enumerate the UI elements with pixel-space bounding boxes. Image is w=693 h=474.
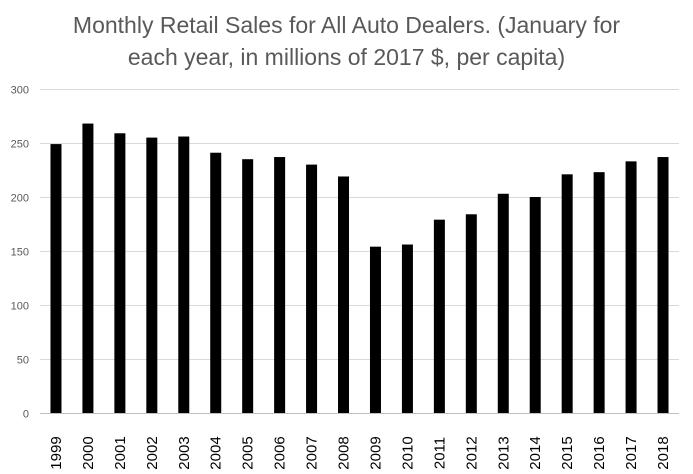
bar-2009	[369, 246, 381, 413]
y-tick-label: 50	[17, 355, 29, 367]
x-tick-label: 2012	[463, 436, 480, 469]
x-tick-label: 2005	[240, 436, 257, 469]
x-tick-label: 2004	[208, 436, 225, 469]
x-tick-label: 1999	[48, 436, 65, 469]
bar-2015	[561, 174, 573, 413]
x-tick-label: 2018	[655, 436, 672, 469]
bars	[50, 123, 669, 413]
y-tick-label: 0	[23, 409, 29, 421]
x-tick-label: 2007	[304, 436, 321, 469]
bar-2014	[529, 197, 541, 413]
x-tick-label: 2002	[144, 436, 161, 469]
bar-2016	[593, 172, 605, 413]
x-tick-label: 2003	[176, 436, 193, 469]
bar-1999	[50, 144, 62, 413]
x-tick-label: 2010	[399, 436, 416, 469]
bar-2006	[274, 157, 286, 413]
chart-title-line-1: Monthly Retail Sales for All Auto Dealer…	[72, 12, 621, 38]
bar-2018	[657, 157, 669, 413]
x-tick-label: 2009	[367, 436, 384, 469]
x-tick-label: 2008	[336, 436, 353, 469]
bar-2002	[146, 137, 158, 413]
bar-2010	[401, 244, 413, 413]
chart-title-line-2: each year, in millions of 2017 $, per ca…	[127, 44, 566, 70]
gridlines	[40, 89, 679, 360]
x-tick-label: 2001	[112, 436, 129, 469]
y-tick-label: 250	[11, 139, 29, 151]
y-tick-label: 300	[11, 85, 29, 97]
x-tick-label: 2011	[431, 437, 448, 469]
x-tick-label: 2015	[559, 436, 576, 469]
x-tick-label: 2006	[272, 436, 289, 469]
bar-2017	[625, 161, 637, 413]
bar-2007	[306, 164, 318, 413]
bar-2000	[82, 123, 94, 413]
y-tick-label: 150	[11, 247, 29, 259]
y-tick-label: 200	[11, 193, 29, 205]
bar-2013	[497, 193, 509, 413]
bar-2005	[242, 159, 254, 413]
bar-2008	[338, 176, 350, 413]
bar-2004	[210, 152, 222, 413]
bar-2001	[114, 133, 126, 413]
x-tick-label: 2013	[495, 436, 512, 469]
y-tick-label: 100	[11, 301, 29, 313]
x-tick-label: 2000	[80, 436, 97, 469]
bar-2012	[465, 214, 477, 413]
x-tick-label: 2016	[591, 436, 608, 469]
bar-2003	[178, 136, 190, 413]
bar-2011	[433, 219, 445, 413]
x-tick-label: 2014	[527, 436, 544, 469]
x-tick-label: 2017	[623, 436, 640, 469]
tick-labels: 0 50 100 150 200 250 300 1999 2000 2001 2002 2003 20…	[11, 85, 672, 470]
